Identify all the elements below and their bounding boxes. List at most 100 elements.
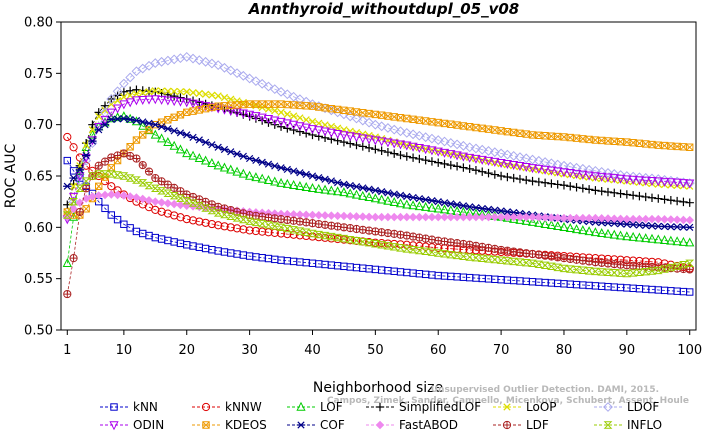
data-point-cof	[69, 174, 78, 182]
data-point-loop	[271, 107, 279, 115]
data-point-inflo	[616, 269, 625, 277]
data-point-ldf	[522, 249, 531, 258]
legend-marker-kdeos	[202, 421, 210, 429]
data-point-odin	[345, 132, 355, 142]
data-point-kdeos	[283, 100, 292, 109]
data-point-loop	[220, 93, 229, 102]
data-point-lof	[320, 184, 330, 194]
data-point-ldof	[288, 91, 299, 102]
series-ldf	[63, 149, 694, 299]
legend-marker-lof	[296, 401, 306, 411]
series-line-odin	[66, 98, 690, 220]
data-point-cof	[119, 114, 129, 123]
data-point-cof	[490, 206, 500, 214]
data-point-fastabod	[132, 193, 141, 202]
data-point-ldf	[402, 231, 411, 240]
data-point-kdeos	[302, 102, 310, 110]
data-point-simplifiedlof	[566, 182, 575, 191]
data-point-ldof	[106, 94, 117, 104]
data-point-inflo	[238, 215, 248, 224]
data-point-kdeos	[541, 132, 549, 140]
data-point-lof	[678, 236, 689, 246]
data-point-odin	[678, 179, 689, 189]
data-point-loop	[510, 162, 518, 170]
data-point-simplifiedlof	[408, 153, 418, 162]
data-point-fastabod	[320, 211, 330, 220]
data-point-simplifiedlof	[534, 177, 544, 187]
data-point-ldof	[584, 164, 595, 175]
data-point-ldf	[144, 167, 154, 176]
data-point-ldf	[314, 219, 323, 229]
data-point-fastabod	[119, 191, 129, 200]
data-point-odin	[502, 159, 513, 169]
data-point-odin	[339, 131, 349, 141]
data-point-ldof	[508, 150, 519, 161]
legend-label: KDEOS	[225, 418, 267, 432]
data-point-ldf	[396, 230, 405, 239]
data-point-ldof	[238, 70, 249, 81]
data-point-odin	[395, 140, 406, 150]
data-point-simplifiedlof	[471, 166, 481, 175]
y-axis-label: ROC AUC	[3, 143, 19, 208]
data-point-ldof	[219, 62, 230, 73]
data-point-cof	[465, 203, 474, 211]
data-point-cof	[371, 186, 380, 194]
data-point-odin	[263, 115, 274, 125]
data-point-inflo	[572, 265, 581, 274]
data-point-knnw	[207, 219, 216, 229]
data-point-lof	[257, 173, 267, 183]
legend-item-cof: COF	[287, 418, 345, 432]
data-point-inflo	[440, 250, 449, 258]
data-point-inflo	[333, 233, 343, 242]
data-point-lof	[226, 164, 236, 174]
data-point-fastabod	[144, 196, 154, 205]
data-point-ldf	[528, 249, 537, 259]
data-point-cof	[471, 203, 481, 212]
data-point-simplifiedlof	[522, 175, 531, 185]
data-point-loop	[88, 126, 97, 134]
data-point-odin	[421, 145, 431, 155]
data-point-cof	[94, 126, 103, 134]
data-point-knnw	[390, 239, 399, 249]
data-point-loop	[145, 88, 153, 96]
data-point-ldof	[389, 124, 400, 135]
data-point-cof	[132, 116, 141, 125]
data-point-lof	[571, 224, 582, 234]
legend-marker-knnw	[201, 402, 211, 412]
data-point-knnw	[421, 242, 430, 251]
data-point-ldof	[414, 130, 425, 141]
data-point-ldf	[541, 251, 550, 260]
data-point-ldf	[408, 232, 418, 241]
data-point-fastabod	[358, 212, 368, 221]
data-point-inflo	[597, 268, 607, 276]
legend-marker-loop	[503, 403, 511, 411]
x-tick-label: 30	[241, 343, 258, 358]
data-point-kdeos	[610, 137, 618, 145]
data-point-knnw	[251, 226, 261, 236]
data-point-inflo	[446, 250, 456, 259]
legend-item-inflo: INFLO	[594, 418, 662, 432]
data-point-loop	[516, 163, 524, 171]
data-point-ldf	[559, 254, 569, 263]
data-point-simplifiedlof	[415, 154, 424, 164]
legend-item-knnw: kNNW	[192, 400, 262, 414]
data-point-lof	[603, 228, 613, 238]
legend: kNN kNNW LOF SimplifiedLOF LoOP LDOF ODIN KDEOS…	[100, 400, 662, 432]
data-point-loop	[277, 108, 285, 117]
data-point-lof	[609, 229, 619, 239]
data-point-cof	[402, 192, 411, 201]
data-point-fastabod	[383, 212, 393, 222]
legend-label: LDF	[526, 418, 549, 432]
data-point-ldof	[515, 152, 525, 163]
x-tick-label: 10	[116, 343, 133, 358]
data-point-fastabod	[685, 215, 694, 225]
data-point-odin	[634, 176, 645, 186]
series-loop	[63, 87, 694, 219]
data-point-fastabod	[484, 212, 493, 222]
data-point-loop	[497, 160, 505, 168]
data-point-fastabod	[477, 212, 487, 222]
data-point-lof	[364, 192, 374, 202]
data-point-simplifiedlof	[503, 172, 512, 182]
data-point-lof	[427, 202, 437, 212]
data-point-cof	[390, 190, 399, 198]
